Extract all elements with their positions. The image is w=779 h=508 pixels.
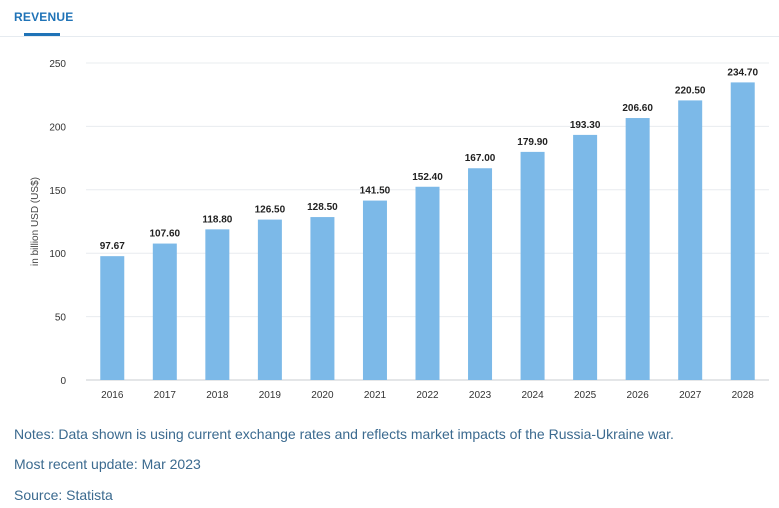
- data-label: 152.40: [412, 172, 443, 183]
- bar-2028: [730, 82, 755, 381]
- y-tick-label: 250: [49, 59, 66, 70]
- data-label: 193.30: [570, 120, 601, 131]
- data-label: 179.90: [517, 137, 548, 148]
- bar-2020: [310, 217, 335, 380]
- bar-2016: [100, 256, 125, 380]
- tab-bar: REVENUE: [0, 0, 779, 37]
- y-tick-label: 150: [49, 186, 66, 197]
- x-tick-label: 2017: [154, 390, 177, 401]
- bar-2019: [257, 219, 282, 380]
- bar-2022: [415, 186, 440, 380]
- x-tick-label: 2021: [364, 390, 387, 401]
- bar-2025: [573, 134, 598, 380]
- data-label: 167.00: [465, 153, 496, 164]
- data-label: 107.60: [150, 229, 181, 240]
- data-label: 126.50: [255, 205, 286, 216]
- data-label: 141.50: [360, 186, 391, 197]
- bar-2027: [678, 100, 703, 380]
- tab-revenue[interactable]: REVENUE: [14, 10, 74, 24]
- x-tick-label: 2022: [416, 390, 439, 401]
- data-label: 128.50: [307, 202, 338, 213]
- x-tick-label: 2028: [732, 390, 755, 401]
- bar-2024: [520, 151, 545, 380]
- x-tick-label: 2016: [101, 390, 124, 401]
- y-tick-label: 100: [49, 249, 66, 260]
- data-label: 234.70: [727, 67, 758, 78]
- chart-panel: 0 50 100 150 200 250 in billion USD (US$) 97.67…: [0, 37, 779, 407]
- bar-2021: [362, 200, 387, 380]
- y-tick-label: 50: [55, 313, 67, 324]
- bar-2026: [625, 118, 650, 381]
- y-tick-label: 0: [60, 376, 66, 387]
- update-date: Most recent update: Mar 2023: [14, 456, 201, 472]
- bar-2023: [468, 168, 493, 380]
- x-tick-label: 2027: [679, 390, 702, 401]
- x-tick-label: 2018: [206, 390, 229, 401]
- x-tick-label: 2023: [469, 390, 492, 401]
- revenue-bar-chart: 0 50 100 150 200 250 in billion USD (US$) 97.67…: [30, 59, 769, 401]
- x-tick-label: 2025: [574, 390, 597, 401]
- chart-notes: Notes: Data shown is using current excha…: [14, 426, 674, 442]
- y-axis-title: in billion USD (US$): [30, 177, 41, 266]
- bar-2018: [205, 229, 230, 380]
- data-label: 118.80: [202, 214, 232, 225]
- active-tab-indicator: [24, 33, 60, 36]
- x-tick-label: 2019: [259, 390, 282, 401]
- y-tick-label: 200: [49, 122, 66, 133]
- data-label: 206.60: [622, 103, 653, 114]
- x-tick-label: 2020: [311, 390, 334, 401]
- x-tick-label: 2024: [521, 390, 544, 401]
- bar-2017: [152, 243, 177, 380]
- x-tick-label: 2026: [627, 390, 650, 401]
- source-text: Source: Statista: [14, 487, 113, 503]
- data-label: 220.50: [675, 85, 706, 96]
- data-label: 97.67: [100, 241, 125, 252]
